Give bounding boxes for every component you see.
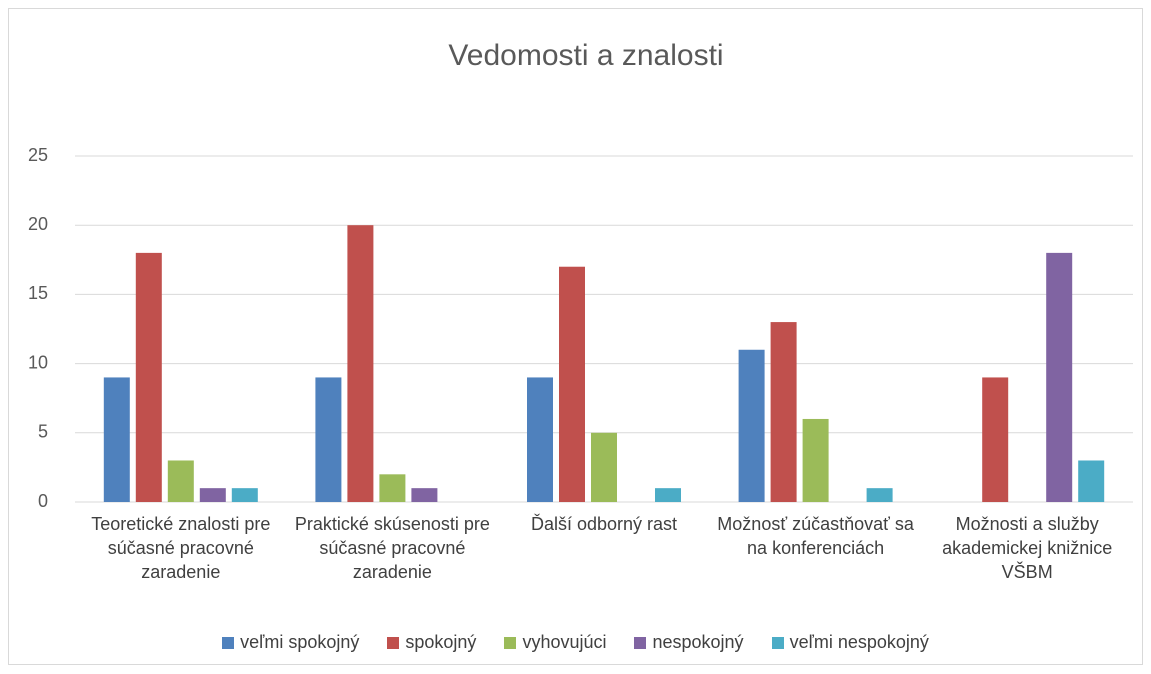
x-tick-label: Možnosť zúčastňovať sa na konferenciách	[717, 514, 914, 558]
legend-label: nespokojný	[652, 632, 744, 652]
bar	[1078, 460, 1105, 502]
bar	[135, 252, 162, 502]
chart-border	[8, 8, 1143, 665]
bar	[770, 322, 797, 502]
bar	[591, 432, 617, 502]
bar	[527, 377, 553, 502]
legend-swatch	[771, 636, 784, 649]
bar	[199, 488, 226, 502]
chart-title: Vedomosti a znalosti	[448, 39, 723, 72]
legend-item: spokojný	[387, 632, 476, 653]
y-tick-label: 15	[28, 283, 48, 303]
y-tick-label: 5	[38, 422, 48, 442]
legend: veľmi spokojný spokojný vyhovujúci nespokoj…	[0, 632, 1151, 653]
legend-label: vyhovujúci	[522, 632, 607, 652]
bar	[315, 377, 342, 502]
x-tick-label: Praktické skúsenosti pre súčasné pracovn…	[294, 514, 490, 582]
legend-item: nespokojný	[634, 632, 744, 653]
x-tick-label: Možnosti a služby akademickej knižnice V…	[942, 514, 1113, 582]
legend-label: veľmi spokojný	[240, 632, 360, 652]
y-tick-label: 25	[28, 145, 48, 165]
legend-label: spokojný	[405, 632, 477, 652]
legend-swatch	[387, 636, 400, 649]
legend-label: veľmi nespokojný	[789, 632, 929, 652]
legend-item: veľmi spokojný	[222, 632, 359, 653]
bar	[103, 377, 130, 502]
y-tick-label: 10	[28, 352, 48, 372]
bar	[982, 377, 1009, 502]
legend-item: veľmi nespokojný	[771, 632, 929, 653]
bar	[411, 488, 438, 502]
y-tick-label: 20	[28, 214, 48, 234]
bar	[559, 266, 585, 502]
x-tick-label: Ďalší odborný rast	[530, 514, 678, 534]
bar	[231, 488, 258, 502]
legend-swatch	[634, 636, 647, 649]
bar	[655, 488, 681, 502]
bar	[1046, 252, 1073, 502]
bar	[866, 488, 893, 502]
bar	[167, 460, 194, 502]
bar	[802, 418, 829, 502]
x-tick-label: Teoretické znalosti pre súčasné pracovné…	[91, 514, 271, 582]
legend-swatch	[222, 636, 235, 649]
legend-swatch	[504, 636, 517, 649]
y-tick-label: 0	[38, 491, 48, 511]
bar	[738, 349, 765, 502]
bar	[347, 225, 374, 502]
bar	[379, 474, 406, 502]
legend-item: vyhovujúci	[504, 632, 606, 653]
